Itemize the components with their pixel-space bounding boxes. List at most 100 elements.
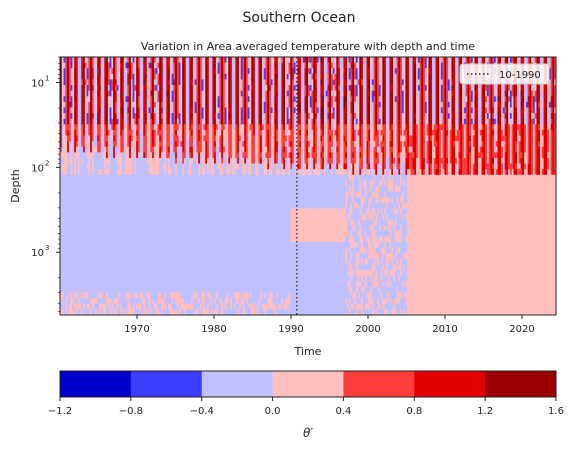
heatmap-cell bbox=[145, 270, 148, 277]
heatmap-cell bbox=[67, 286, 70, 293]
heatmap-cell bbox=[83, 309, 86, 315]
heatmap-cell bbox=[173, 73, 176, 80]
heatmap-cell bbox=[169, 118, 172, 125]
heatmap-cell bbox=[123, 152, 126, 159]
heatmap-cell bbox=[192, 85, 196, 92]
heatmap-cell bbox=[113, 242, 116, 249]
heatmap-cell bbox=[102, 242, 105, 249]
heatmap-cell bbox=[63, 146, 66, 153]
heatmap-cell bbox=[214, 264, 217, 271]
heatmap-cell bbox=[191, 85, 194, 92]
heatmap-cell bbox=[157, 62, 160, 69]
heatmap-cell bbox=[155, 157, 158, 164]
heatmap-cell bbox=[214, 298, 217, 305]
heatmap-cell bbox=[127, 236, 130, 243]
heatmap-cell bbox=[242, 253, 245, 260]
heatmap-cell bbox=[180, 57, 183, 64]
heatmap-cell bbox=[224, 281, 227, 288]
heatmap-cell bbox=[237, 68, 240, 75]
heatmap-cell bbox=[180, 242, 183, 249]
heatmap-cell bbox=[120, 152, 123, 159]
heatmap-cell bbox=[65, 101, 68, 108]
heatmap-cell bbox=[120, 157, 123, 164]
heatmap-cell bbox=[240, 118, 243, 125]
heatmap-cell bbox=[246, 197, 249, 204]
heatmap-cell bbox=[106, 62, 109, 69]
heatmap-cell bbox=[155, 298, 158, 305]
heatmap-cell bbox=[139, 186, 142, 193]
heatmap-cell bbox=[67, 169, 70, 176]
heatmap-cell bbox=[173, 85, 176, 92]
heatmap-cell bbox=[107, 270, 110, 277]
heatmap-cell bbox=[104, 253, 107, 260]
heatmap-cell bbox=[102, 225, 105, 232]
heatmap-cell bbox=[224, 62, 227, 69]
heatmap-cell bbox=[235, 157, 238, 164]
heatmap-cell bbox=[136, 286, 139, 293]
heatmap-cell bbox=[122, 107, 125, 114]
heatmap-cell bbox=[118, 298, 121, 305]
heatmap-cell bbox=[207, 219, 210, 226]
heatmap-cell bbox=[123, 309, 126, 315]
heatmap-cell bbox=[235, 85, 238, 92]
heatmap-cell bbox=[244, 309, 247, 315]
heatmap-cell bbox=[109, 275, 112, 282]
heatmap-cell bbox=[175, 73, 178, 80]
heatmap-cell bbox=[199, 258, 203, 265]
heatmap-cell bbox=[93, 180, 96, 187]
heatmap-cell bbox=[75, 303, 79, 310]
heatmap-cell bbox=[77, 90, 80, 97]
heatmap-cell bbox=[75, 214, 79, 221]
heatmap-cell bbox=[222, 230, 226, 237]
heatmap-cell bbox=[114, 180, 118, 187]
heatmap-cell bbox=[164, 101, 167, 108]
heatmap-cell bbox=[215, 236, 219, 243]
heatmap-cell bbox=[61, 253, 64, 260]
heatmap-cell bbox=[180, 118, 183, 125]
heatmap-cell bbox=[207, 242, 210, 249]
heatmap-cell bbox=[224, 258, 227, 265]
heatmap-cell bbox=[208, 101, 211, 108]
heatmap-cell bbox=[219, 197, 222, 204]
heatmap-cell bbox=[219, 230, 222, 237]
heatmap-cell bbox=[148, 214, 151, 221]
heatmap-cell bbox=[123, 79, 126, 86]
heatmap-cell bbox=[72, 90, 75, 97]
heatmap-cell bbox=[212, 57, 215, 64]
heatmap-cell bbox=[153, 129, 157, 136]
heatmap-cell bbox=[238, 180, 242, 187]
heatmap-cell bbox=[215, 230, 219, 237]
heatmap-cell bbox=[65, 230, 68, 237]
heatmap-cell bbox=[111, 230, 114, 237]
heatmap-cell bbox=[122, 174, 125, 181]
heatmap-cell bbox=[185, 79, 188, 86]
heatmap-cell bbox=[113, 146, 116, 153]
heatmap-cell bbox=[125, 186, 128, 193]
heatmap-cell bbox=[249, 62, 252, 69]
heatmap-cell bbox=[65, 202, 68, 209]
heatmap-cell bbox=[169, 68, 172, 75]
heatmap-cell bbox=[201, 270, 204, 277]
heatmap-cell bbox=[198, 191, 201, 198]
heatmap-cell bbox=[221, 57, 224, 64]
heatmap-cell bbox=[166, 96, 169, 103]
heatmap-cell bbox=[182, 62, 185, 69]
heatmap-cell bbox=[104, 157, 107, 164]
heatmap-cell bbox=[70, 242, 73, 249]
heatmap-cell bbox=[230, 113, 233, 120]
heatmap-cell bbox=[132, 135, 135, 142]
heatmap-cell bbox=[79, 253, 82, 260]
heatmap-cell bbox=[175, 208, 178, 215]
heatmap-cell bbox=[102, 180, 105, 187]
heatmap-cell bbox=[246, 73, 249, 80]
heatmap-cell bbox=[74, 73, 77, 80]
heatmap-cell bbox=[79, 247, 82, 254]
heatmap-cell bbox=[217, 129, 220, 136]
heatmap-cell bbox=[219, 129, 222, 136]
heatmap-cell bbox=[152, 85, 155, 92]
heatmap-cell bbox=[143, 152, 146, 159]
heatmap-cell bbox=[182, 90, 185, 97]
heatmap-cell bbox=[224, 303, 227, 310]
heatmap-cell bbox=[63, 152, 66, 159]
heatmap-cell bbox=[63, 141, 66, 148]
